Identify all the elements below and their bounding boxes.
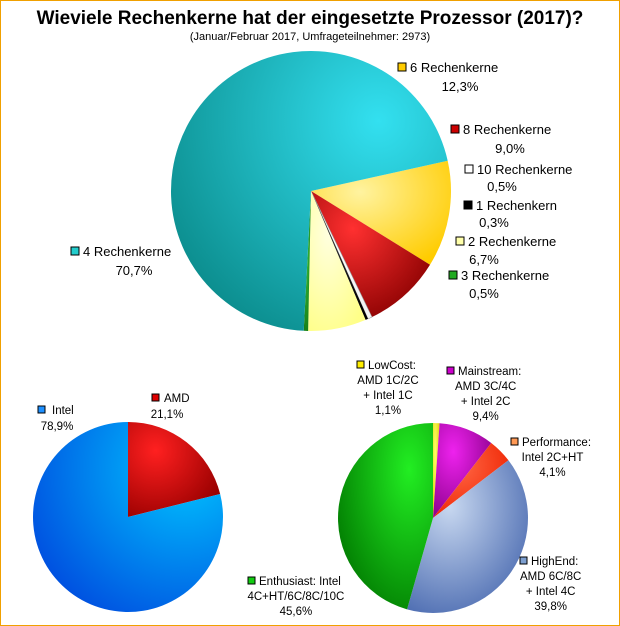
slice-amd [128, 422, 221, 517]
slice-10-rechenkerne [310, 190, 373, 320]
legend-1-rechenkern: 1 Rechenkern 0,3% [463, 198, 557, 230]
slice-lowcost [433, 423, 440, 518]
legend-mainstream: Mainstream: AMD 3C/4C + Intel 2C 9,4% [446, 366, 521, 423]
chart-subtitle: (Januar/Februar 2017, Umfrageteilnehmer:… [190, 31, 430, 43]
legend-3-rechenkerne: 3 Rechenkerne 0,5% [448, 268, 549, 301]
slice-highend [407, 460, 528, 613]
legend-10-rechenkerne: 10 Rechenkerne 0,5% [464, 162, 572, 194]
label-enthusiast: Enthusiast: Intel 4C+HT/6C/8C/10C 45,6% [247, 576, 344, 618]
value-amd: 21,1% [151, 409, 184, 421]
value-intel: 78,9% [41, 421, 74, 433]
legend-6-rechenkerne: 6 Rechenkerne 12,3% [397, 60, 498, 94]
slice-enthusiast [338, 423, 433, 610]
pie-hersteller [32, 422, 223, 612]
value-2-rechenkerne: 6,7% [469, 252, 499, 267]
slice-1-rechenkern [311, 191, 368, 320]
legend-highend: HighEnd: AMD 6C/8C + Intel 4C 39,8% [519, 556, 581, 613]
value-6-rechenkerne: 12,3% [442, 79, 479, 94]
pie-rechenkerne [170, 50, 451, 331]
chart-title: Wieviele Rechenkerne hat der eingesetzte… [37, 8, 584, 29]
slice-8-rechenkerne [311, 191, 431, 318]
legend-performance: Performance: Intel 2C+HT 4,1% [510, 437, 591, 479]
label-6-rechenkerne: 6 Rechenkerne [410, 60, 498, 75]
label-intel: Intel [52, 405, 74, 417]
legend-amd: AMD 21,1% [151, 393, 190, 421]
slice-intel [32, 422, 223, 612]
legend-enthusiast: Enthusiast: Intel 4C+HT/6C/8C/10C 45,6% [247, 576, 344, 618]
slice-3-rechenkerne [303, 191, 311, 331]
legend-2-rechenkerne: 2 Rechenkerne 6,7% [455, 234, 556, 267]
label-2-rechenkerne: 2 Rechenkerne [468, 234, 556, 249]
label-performance: Performance: Intel 2C+HT 4,1% [522, 437, 591, 479]
label-lowcost: LowCost: AMD 1C/2C + Intel 1C 1,1% [357, 360, 418, 417]
pie-segmente [338, 423, 528, 613]
slice-2-rechenkerne [308, 191, 366, 331]
legend-4-rechenkerne: 4 Rechenkerne 70,7% [70, 244, 171, 278]
label-3-rechenkerne: 3 Rechenkerne [461, 268, 549, 283]
label-highend: HighEnd: AMD 6C/8C + Intel 4C 39,8% [520, 556, 581, 613]
value-8-rechenkerne: 9,0% [495, 141, 525, 156]
legend-intel: Intel 78,9% [37, 405, 74, 433]
value-4-rechenkerne: 70,7% [116, 263, 153, 278]
slice-mainstream [433, 423, 492, 518]
label-amd: AMD [164, 393, 190, 405]
slice-4-rechenkerne [170, 50, 448, 331]
label-10-rechenkerne: 10 Rechenkerne [477, 162, 572, 177]
value-1-rechenkern: 0,3% [479, 215, 509, 230]
label-mainstream: Mainstream: AMD 3C/4C + Intel 2C 9,4% [455, 366, 521, 423]
legend-lowcost: LowCost: AMD 1C/2C + Intel 1C 1,1% [356, 360, 419, 417]
label-8-rechenkerne: 8 Rechenkerne [463, 122, 551, 137]
legend-8-rechenkerne: 8 Rechenkerne 9,0% [450, 122, 551, 156]
slice-performance [433, 442, 509, 518]
label-1-rechenkern: 1 Rechenkern [476, 198, 557, 213]
slice-6-rechenkerne [311, 160, 451, 265]
label-4-rechenkerne: 4 Rechenkerne [83, 244, 171, 259]
value-10-rechenkerne: 0,5% [487, 179, 517, 194]
value-3-rechenkerne: 0,5% [469, 286, 499, 301]
